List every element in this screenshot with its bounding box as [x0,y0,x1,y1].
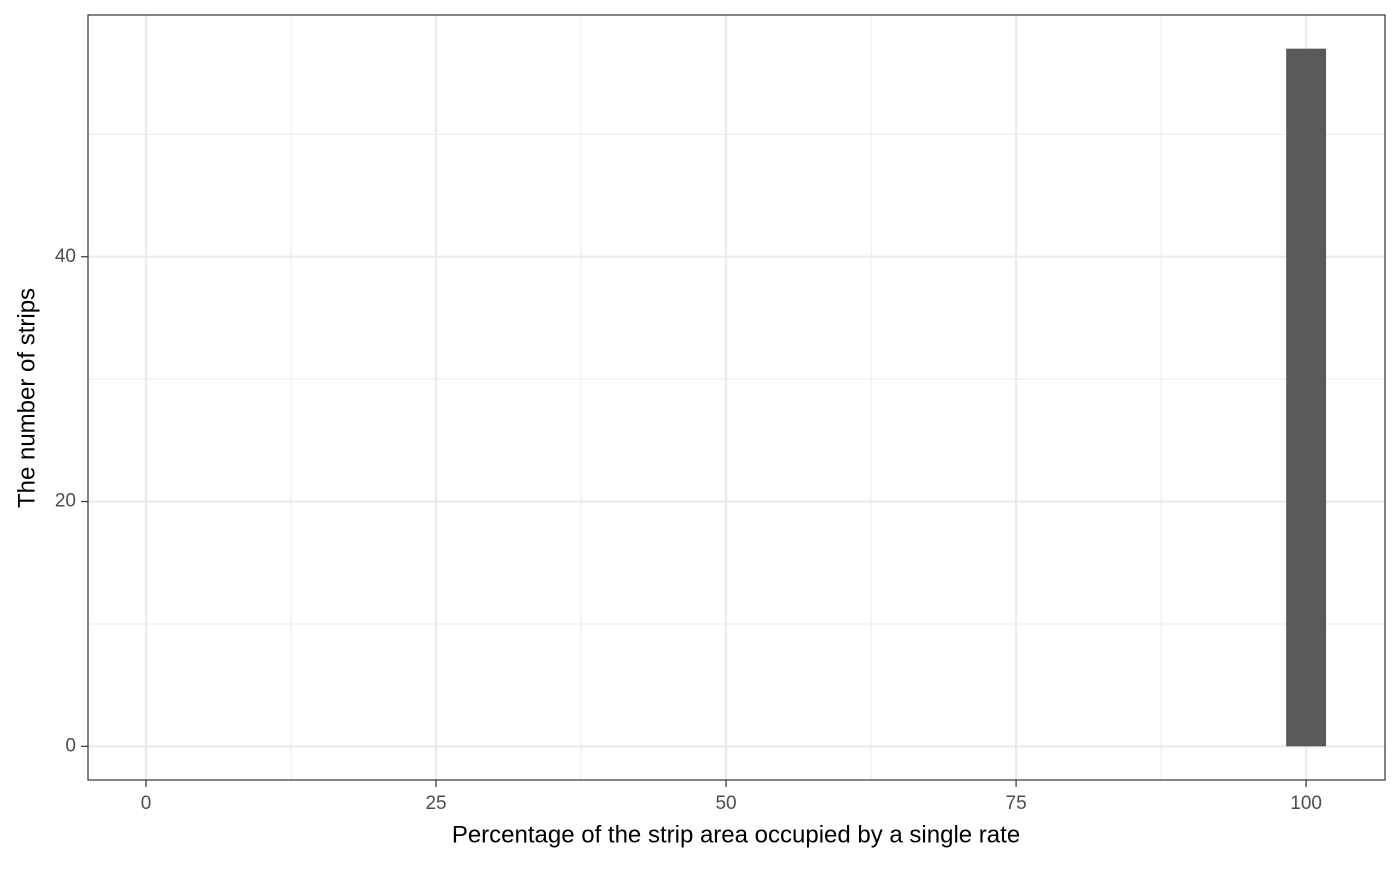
x-tick-label: 25 [425,793,446,814]
x-axis-title: Percentage of the strip area occupied by… [452,821,1020,848]
panel-border [87,14,1386,781]
y-tick-label: 40 [55,246,76,267]
x-tick-label: 0 [141,793,152,814]
y-tick-label: 0 [65,735,76,756]
y-tick-label: 20 [55,491,76,512]
y-axis-title: The number of strips [13,288,40,508]
x-tick-label: 50 [715,793,736,814]
bar [1286,48,1327,747]
x-tick-label: 75 [1006,793,1027,814]
x-tick-label: 100 [1290,793,1322,814]
